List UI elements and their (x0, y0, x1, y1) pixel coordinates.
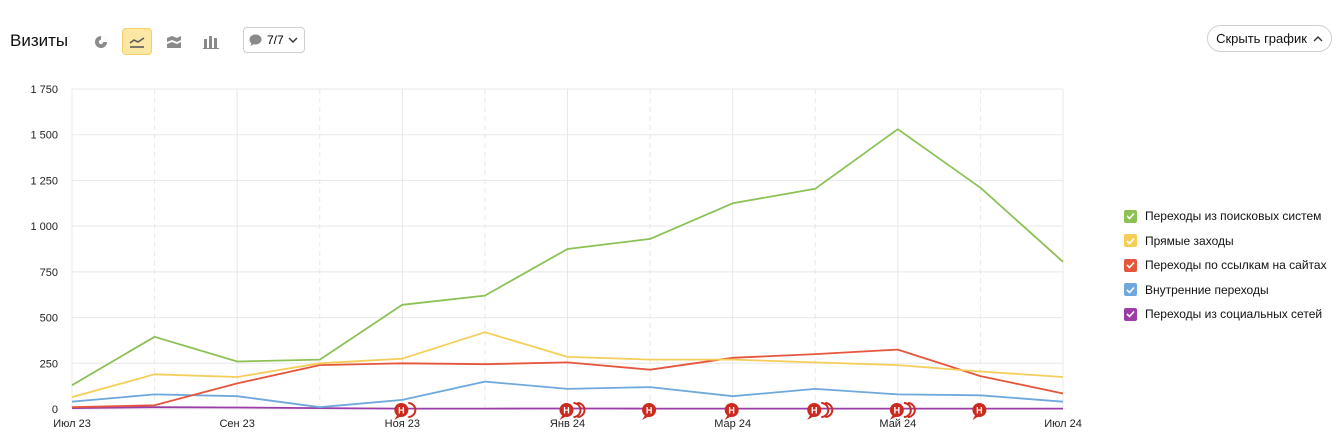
checkbox-icon[interactable] (1124, 234, 1137, 248)
annotation-marker[interactable]: Н (642, 403, 657, 420)
legend-item[interactable]: Переходы по ссылкам на сайтах (1124, 253, 1327, 278)
annotation-stack-arc (408, 402, 417, 418)
line-chart-button[interactable] (122, 28, 152, 55)
series-line (71, 348, 1064, 409)
legend-label: Переходы по ссылкам на сайтах (1145, 258, 1327, 273)
annotation-stack-arc (573, 402, 582, 418)
checkbox-icon[interactable] (1124, 307, 1137, 321)
checkbox-icon[interactable] (1124, 283, 1137, 297)
comment-icon (249, 34, 262, 46)
annotation-stack-arc (821, 402, 830, 418)
chevron-up-icon (1313, 36, 1323, 42)
annotation-stack-arc (903, 402, 912, 418)
x-tick-label: Янв 24 (550, 418, 585, 430)
annotation-letter: Н (894, 406, 901, 416)
series-line (71, 331, 1064, 398)
bar-chart-button[interactable] (196, 28, 226, 55)
annotation-letter: Н (976, 406, 983, 416)
y-tick-label: 500 (40, 313, 58, 325)
legend-label: Прямые заходы (1145, 233, 1234, 248)
annotation-dot (807, 403, 822, 417)
chart-legend: Переходы из поисковых систем Прямые заход… (1124, 204, 1327, 327)
annotation-dot (394, 403, 409, 417)
annotation-stack-arc (907, 402, 916, 418)
legend-label: Внутренние переходы (1145, 282, 1269, 297)
annotation-dot (889, 403, 904, 417)
y-tick-label: 0 (52, 404, 58, 416)
annotation-marker[interactable]: Н (807, 402, 834, 420)
x-tick-label: Июл 24 (1044, 418, 1082, 430)
annotations-dropdown[interactable]: 7/7 (243, 27, 305, 53)
annotation-marker[interactable]: Н (559, 402, 586, 420)
y-tick-label: 1 500 (30, 130, 58, 142)
page-title: Визиты (10, 31, 69, 50)
hide-chart-button[interactable]: Скрыть график (1207, 25, 1332, 52)
series-line (71, 380, 1064, 409)
x-tick-label: Ноя 23 (385, 418, 420, 430)
pie-chart-icon (95, 35, 107, 48)
area-chart-icon (167, 35, 181, 48)
legend-label: Переходы из поисковых систем (1145, 209, 1322, 224)
annotation-letter: Н (398, 406, 405, 416)
legend-label: Переходы из социальных сетей (1145, 307, 1323, 322)
legend-item[interactable]: Прямые заходы (1124, 229, 1327, 254)
y-tick-label: 750 (40, 267, 58, 279)
annotation-marker[interactable]: Н (724, 403, 739, 420)
annotation-dot (642, 403, 657, 417)
line-chart-icon (129, 36, 145, 48)
series-line (71, 128, 1064, 386)
y-tick-label: 1 000 (30, 221, 58, 233)
legend-item[interactable]: Переходы из социальных сетей (1124, 302, 1327, 327)
y-tick-label: 1 750 (30, 84, 58, 96)
y-tick-label: 1 250 (30, 175, 58, 187)
annotation-marker[interactable]: Н (889, 402, 916, 420)
pie-chart-button[interactable] (86, 28, 116, 55)
chevron-down-icon (288, 37, 298, 43)
annotation-dot (559, 403, 574, 417)
annotation-letter: Н (646, 406, 653, 416)
area-chart-button[interactable] (159, 28, 189, 55)
annotation-letter: Н (728, 406, 735, 416)
annotation-stack-arc (825, 402, 834, 418)
line-chart: 0 250 500 750 1 000 1 250 1 500 1 750 Июл 23 Сен … (30, 84, 1082, 430)
annotation-stack-arc (577, 402, 586, 418)
legend-item[interactable]: Внутренние переходы (1124, 278, 1327, 303)
x-tick-label: Июл 23 (53, 418, 91, 430)
x-tick-label: Май 24 (879, 418, 916, 430)
legend-item[interactable]: Переходы из поисковых систем (1124, 204, 1327, 229)
annotation-letter: Н (563, 406, 570, 416)
checkbox-icon[interactable] (1124, 209, 1137, 223)
annotation-marker[interactable]: Н (394, 402, 417, 420)
annotation-dot (972, 403, 987, 417)
annotation-dot (724, 403, 739, 417)
x-tick-label: Мар 24 (714, 418, 751, 430)
annotations-count: 7/7 (267, 33, 284, 47)
annotation-letter: Н (811, 406, 818, 416)
checkbox-icon[interactable] (1124, 258, 1137, 272)
y-tick-label: 250 (40, 358, 58, 370)
x-tick-label: Сен 23 (219, 418, 254, 430)
bar-chart-icon (203, 35, 219, 49)
annotation-marker[interactable]: Н (972, 403, 987, 420)
hide-chart-label: Скрыть график (1216, 31, 1307, 46)
